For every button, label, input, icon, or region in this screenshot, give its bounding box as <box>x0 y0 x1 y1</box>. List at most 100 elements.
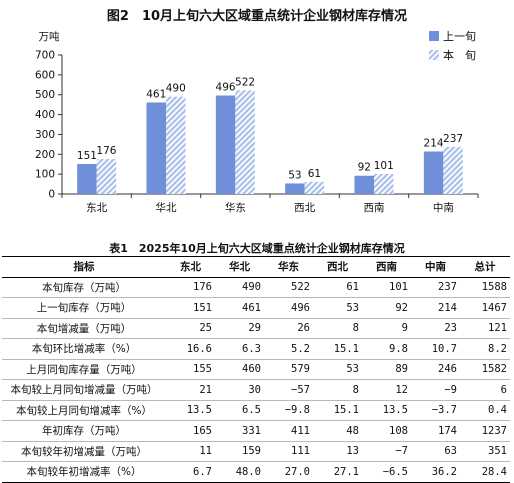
table-header-cell: 中南 <box>411 256 460 278</box>
table-cell: 26 <box>264 318 313 339</box>
data-label: 92 <box>358 162 371 174</box>
data-label: 237 <box>443 133 463 145</box>
table-cell: 165 <box>166 420 215 442</box>
table-cell: 48.0 <box>215 461 264 483</box>
row-label: 本旬较年初增减量（万吨） <box>2 441 166 462</box>
table-cell: 21 <box>166 379 215 401</box>
row-label: 年初库存（万吨） <box>2 420 166 442</box>
table-cell: 27.0 <box>264 461 313 483</box>
table-cell: 522 <box>264 277 313 298</box>
table-cell: 1237 <box>460 420 510 442</box>
legend-label: 本 旬 <box>443 48 476 62</box>
table-cell: 411 <box>264 420 313 442</box>
inventory-table: 指标 东北 华北 华东 西北 西南 中南 总计 本旬库存（万吨） 176 490 522 61 101 2… <box>2 256 510 483</box>
table-cell: 214 <box>411 297 460 319</box>
table-cell: 579 <box>264 359 313 380</box>
data-label: 151 <box>77 150 97 162</box>
table-cell: 27.1 <box>313 461 362 483</box>
table-row: 上一旬库存（万吨） 151 461 496 53 92 214 1467 <box>2 297 510 319</box>
table-header-cell: 西南 <box>362 256 411 278</box>
table-cell: 23 <box>411 318 460 339</box>
table-cell: 331 <box>215 420 264 442</box>
table-cell: 15.1 <box>313 338 362 360</box>
bar-current <box>443 146 463 194</box>
table-cell: 29 <box>215 318 264 339</box>
table-header-cell: 华东 <box>264 256 313 278</box>
table-cell: −6.5 <box>362 461 411 483</box>
table-cell: 1582 <box>460 359 510 380</box>
bar-chart: 万吨 0 100 200 300 400 500 600 700 东北 华北 华东 西北 西南 中南 151… <box>35 30 479 214</box>
table-cell: 121 <box>460 318 510 339</box>
table-cell: −57 <box>264 379 313 401</box>
table-cell: 8 <box>313 318 362 339</box>
table-cell: 351 <box>460 441 510 462</box>
table-cell: 490 <box>215 277 264 298</box>
x-tick-label: 华东 <box>225 201 246 214</box>
table-cell: 9 <box>362 318 411 339</box>
data-label: 61 <box>308 168 321 180</box>
data-label: 53 <box>288 169 301 181</box>
x-tick-label: 华北 <box>156 201 177 214</box>
table-cell: 460 <box>215 359 264 380</box>
table-cell: 10.7 <box>411 338 460 360</box>
table-cell: 6.5 <box>215 400 264 421</box>
y-tick-label: 600 <box>35 69 55 81</box>
row-label: 本旬库存（万吨） <box>2 277 166 298</box>
table-row: 本旬较年初增减率（%） 6.7 48.0 27.0 27.1 −6.5 36.2 28.4 <box>2 461 510 483</box>
bar-current <box>166 96 186 194</box>
table-cell: 48 <box>313 420 362 442</box>
table-cell: 63 <box>411 441 460 462</box>
table-row: 本旬环比增减率（%） 16.6 6.3 5.2 15.1 9.8 10.7 8.2 <box>2 338 510 360</box>
table-cell: −7 <box>362 441 411 462</box>
table-cell: 5.2 <box>264 338 313 360</box>
y-tick-label: 400 <box>35 109 55 121</box>
legend-swatch <box>429 31 439 41</box>
table-cell: 176 <box>166 277 215 298</box>
y-tick-label: 500 <box>35 89 55 101</box>
row-label: 上一旬库存（万吨） <box>2 297 166 319</box>
bar-previous <box>285 183 305 194</box>
row-label: 本旬较上月同旬增减率（%） <box>2 400 166 421</box>
y-tick-label: 100 <box>35 169 55 181</box>
row-label: 本旬环比增减率（%） <box>2 338 166 360</box>
table-cell: 8 <box>313 379 362 401</box>
table-cell: 25 <box>166 318 215 339</box>
table-cell: 159 <box>215 441 264 462</box>
data-label: 214 <box>424 138 444 150</box>
table-cell: 89 <box>362 359 411 380</box>
bar-current <box>374 173 394 194</box>
bar-current <box>304 181 325 194</box>
table-cell: −9 <box>411 379 460 401</box>
table-cell: 108 <box>362 420 411 442</box>
table-header-indicator: 指标 <box>2 256 166 278</box>
table-title: 表1 2025年10月上旬六大区域重点统计企业钢材库存情况 <box>109 242 405 255</box>
row-label: 上月同旬库存量（万吨） <box>2 359 166 380</box>
y-tick-label: 0 <box>48 189 55 201</box>
bar-previous <box>146 102 166 194</box>
x-tick-label: 西南 <box>364 201 385 214</box>
table-cell: 496 <box>264 297 313 319</box>
table-header-cell: 西北 <box>313 256 362 278</box>
table-cell: 15.1 <box>313 400 362 421</box>
table-cell: 12 <box>362 379 411 401</box>
y-tick-label: 300 <box>35 129 55 141</box>
data-label: 490 <box>166 83 186 95</box>
bar-previous <box>215 95 236 194</box>
bar-current <box>235 90 255 194</box>
table-cell: 151 <box>166 297 215 319</box>
table-cell: 61 <box>313 277 362 298</box>
table-row: 上月同旬库存量（万吨） 155 460 579 53 89 246 1582 <box>2 359 510 380</box>
x-tick-label: 中南 <box>433 201 454 214</box>
table-cell: 237 <box>411 277 460 298</box>
data-label: 176 <box>96 145 116 157</box>
table-row: 本旬库存（万吨） 176 490 522 61 101 237 1588 <box>2 277 510 298</box>
bar-previous <box>77 164 97 194</box>
table-cell: 9.8 <box>362 338 411 360</box>
y-tick-label: 200 <box>35 149 55 161</box>
data-label: 101 <box>374 160 394 172</box>
table-cell: 111 <box>264 441 313 462</box>
table-cell: 6 <box>460 379 510 401</box>
table-cell: 53 <box>313 297 362 319</box>
data-label: 496 <box>216 82 236 94</box>
legend-label: 上一旬 <box>443 30 476 43</box>
